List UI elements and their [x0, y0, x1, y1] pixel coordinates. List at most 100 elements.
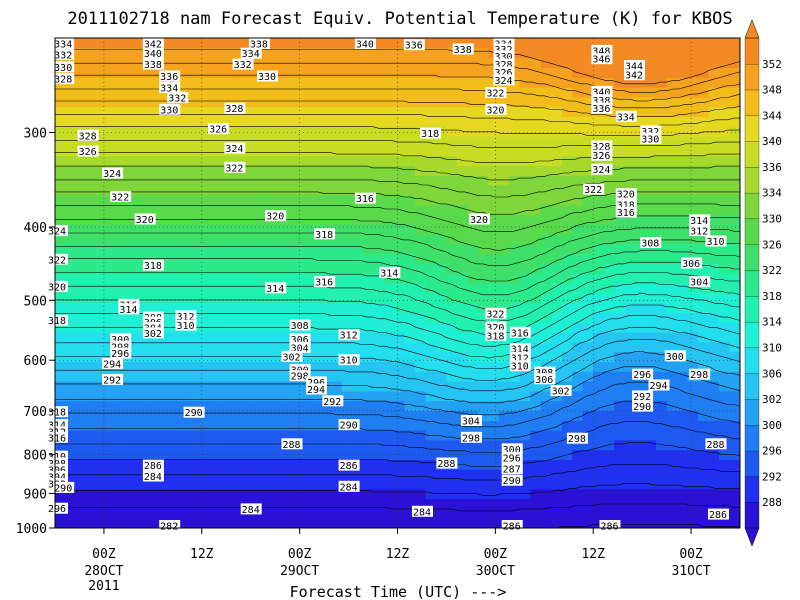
field-cell: [509, 469, 521, 480]
field-cell: [519, 224, 531, 235]
field-cell: [163, 57, 175, 68]
contour-label-text: 306: [682, 259, 700, 270]
field-cell: [666, 390, 678, 402]
colorbar-swatch: [744, 218, 760, 245]
field-cell: [614, 488, 626, 500]
field-cell: [142, 243, 154, 255]
field-cell: [131, 508, 143, 519]
field-cell: [173, 381, 185, 392]
field-cell: [163, 204, 175, 215]
field-cell: [687, 508, 699, 519]
field-cell: [488, 185, 500, 196]
field-cell: [278, 292, 290, 304]
field-cell: [624, 165, 636, 176]
field-cell: [708, 292, 720, 304]
field-cell: [645, 469, 657, 480]
field-cell: [100, 469, 112, 480]
field-cell: [152, 165, 164, 176]
field-cell: [289, 165, 301, 176]
contour-label-bg: [102, 167, 124, 179]
contour-label-bg: [47, 463, 68, 475]
field-cell: [205, 224, 217, 235]
field-cell: [719, 400, 731, 411]
field-cell: [435, 508, 447, 519]
field-cell: [498, 341, 510, 353]
contour-label: 298: [566, 432, 588, 445]
field-cell: [152, 175, 164, 186]
field-cell: [509, 116, 521, 127]
field-cell: [635, 185, 647, 196]
field-cell: [58, 145, 70, 157]
field-cell: [6, 195, 17, 205]
contour-label-bg: [167, 91, 189, 103]
field-cell: [247, 67, 259, 78]
field-cell: [100, 439, 112, 451]
field-cell: [289, 194, 301, 206]
field-cell: [582, 263, 594, 274]
field-cell: [226, 47, 238, 59]
field-cell: [352, 234, 364, 245]
field-cell: [614, 371, 626, 382]
colorbar-swatch: [744, 450, 760, 477]
field-cell: [373, 234, 385, 245]
field-cell: [467, 390, 479, 402]
contour-label-text: 322: [486, 89, 504, 100]
field-cell: [257, 488, 269, 500]
field-cell: [194, 67, 206, 78]
field-cell: [404, 155, 416, 166]
field-cell: [79, 204, 91, 215]
field-cell: [352, 87, 364, 98]
field-cell: [173, 38, 185, 49]
field-cell: [656, 253, 668, 264]
field-cell: [488, 243, 500, 255]
contour-label-text: 322: [486, 309, 504, 320]
field-cell: [540, 312, 552, 323]
field-cell: [498, 224, 510, 235]
field-cell: [173, 126, 185, 137]
field-cell: [425, 439, 437, 451]
field-cell: [131, 459, 143, 470]
field-cell: [415, 87, 427, 98]
field-cell: [110, 488, 122, 500]
contour-label: 296: [47, 502, 68, 515]
field-cell: [341, 498, 353, 509]
field-cell: [205, 498, 217, 509]
field-cell: [551, 175, 563, 186]
field-cell: [446, 194, 458, 206]
field-cell: [687, 38, 699, 49]
field-cell: [656, 67, 668, 78]
field-cell: [236, 410, 248, 421]
field-cell: [236, 224, 248, 235]
field-cell: [498, 155, 510, 166]
field-cell: [131, 234, 143, 245]
field-cell: [373, 430, 385, 441]
field-cell: [729, 332, 740, 343]
field-cell: [415, 312, 427, 323]
colorbar-label: 352: [762, 58, 782, 71]
field-cell: [289, 390, 301, 402]
field-cell: [69, 136, 81, 147]
field-cell: [645, 145, 657, 157]
field-cell: [687, 302, 699, 313]
field-cell: [205, 145, 217, 157]
field-cell: [519, 400, 531, 411]
contour-label-text: 336: [405, 41, 423, 52]
field-cell: [551, 283, 563, 294]
field-cell: [677, 243, 689, 255]
field-cell: [299, 185, 311, 196]
field-cell: [719, 479, 731, 490]
field-cell: [540, 96, 552, 108]
field-cell: [173, 390, 185, 402]
field-cell: [194, 400, 206, 411]
field-cell: [6, 440, 17, 450]
contour-label: 322: [110, 190, 132, 203]
field-cell: [404, 469, 416, 480]
field-cell: [247, 136, 259, 147]
field-cell: [509, 371, 521, 382]
contour-label: 320: [485, 321, 507, 334]
contour-label: 324: [224, 142, 246, 155]
field-cell: [110, 106, 122, 117]
field-cell: [593, 479, 605, 490]
field-cell: [383, 224, 395, 235]
